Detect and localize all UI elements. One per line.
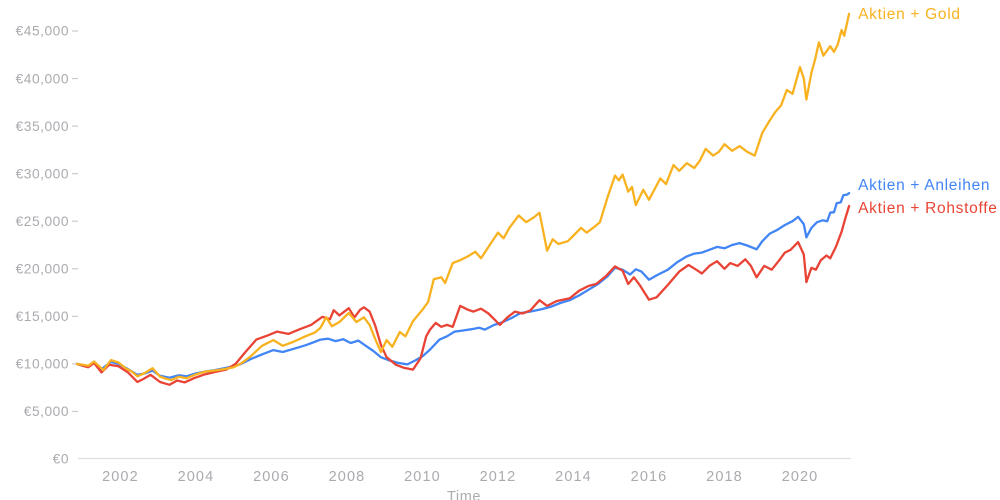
y-tick-label: €0 — [53, 452, 69, 467]
series-line-aktien-anleihen — [75, 192, 851, 379]
x-tick-label: 2016 — [631, 469, 668, 485]
y-tick-label: €30,000 — [16, 166, 69, 181]
series-label-aktien-rohstoffe: Aktien + Rohstoffe — [858, 200, 997, 217]
y-tick-label: €20,000 — [16, 261, 69, 276]
x-tick-label: 2020 — [782, 469, 819, 485]
y-tick-label: €5,000 — [24, 404, 69, 419]
x-tick-label: 2002 — [102, 469, 139, 485]
y-tick-label: €40,000 — [16, 71, 69, 86]
series-line-aktien-gold — [75, 12, 851, 382]
y-tick-label: €15,000 — [16, 309, 69, 324]
y-tick-label: €45,000 — [16, 24, 69, 39]
series-label-aktien-anleihen: Aktien + Anleihen — [858, 177, 990, 194]
x-tick-label: 2008 — [329, 469, 366, 485]
x-axis: 2002 2004 2006 2008 2010 2012 2014 2016 2018 2020… — [78, 457, 851, 500]
y-tick-label: €10,000 — [16, 357, 69, 372]
y-tick-label: €35,000 — [16, 119, 69, 134]
series-labels: Aktien + Anleihen Aktien + Rohstoffe Aktie… — [858, 6, 997, 217]
series-label-aktien-gold: Aktien + Gold — [858, 6, 961, 23]
series-line-aktien-rohstoffe — [75, 204, 851, 386]
x-tick-label: 2014 — [555, 469, 592, 485]
x-tick-label: 2010 — [404, 469, 441, 485]
x-tick-label: 2012 — [480, 469, 517, 485]
x-tick-label: 2004 — [178, 469, 215, 485]
y-tick-label: €25,000 — [16, 214, 69, 229]
y-axis: €0 €5,000 €10,000 €15,000 €20,000 €25,000 €30,… — [16, 24, 78, 467]
x-tick-label: 2006 — [253, 469, 290, 485]
x-axis-title: Time — [447, 489, 481, 500]
x-tick-label: 2018 — [706, 469, 743, 485]
series-lines — [75, 12, 851, 386]
